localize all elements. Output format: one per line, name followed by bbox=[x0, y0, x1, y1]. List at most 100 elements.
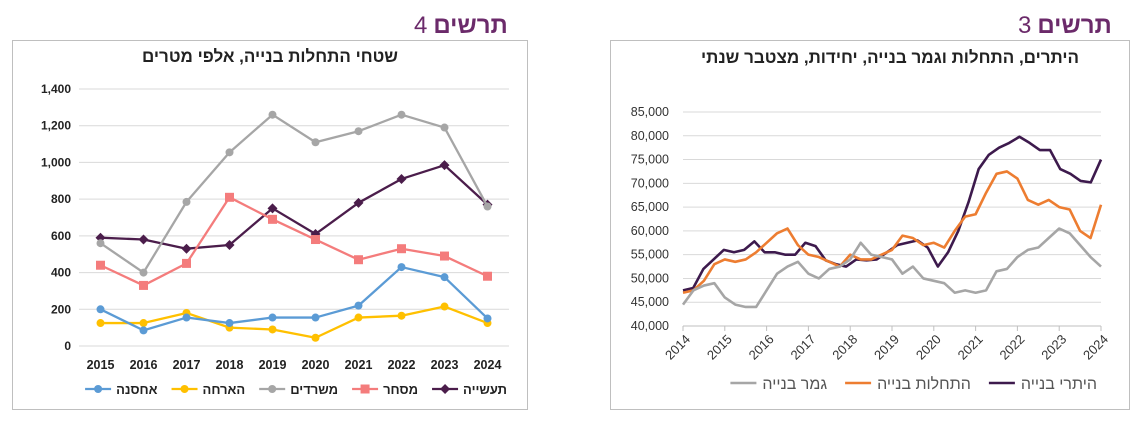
x-tick-label: 2022 bbox=[388, 358, 416, 372]
data-point bbox=[354, 255, 363, 265]
x-tick-label: 2018 bbox=[216, 358, 244, 372]
data-point bbox=[439, 160, 450, 171]
left-heading-word: תרשים bbox=[433, 12, 508, 39]
legend-label: תעשייה bbox=[463, 382, 507, 397]
data-point bbox=[354, 301, 363, 310]
legend-label: אחסנה bbox=[116, 382, 158, 397]
legend-marker bbox=[268, 385, 277, 393]
data-point bbox=[397, 311, 406, 320]
y-tick-label: 60,000 bbox=[631, 224, 669, 238]
data-point bbox=[182, 313, 191, 322]
x-tick-label: 2016 bbox=[746, 332, 777, 363]
x-tick-label: 2017 bbox=[173, 358, 201, 372]
data-point bbox=[311, 313, 320, 322]
data-point bbox=[225, 192, 234, 202]
data-point bbox=[311, 138, 320, 147]
x-tick-label: 2015 bbox=[704, 332, 735, 363]
y-tick-label: 70,000 bbox=[631, 176, 669, 190]
y-tick-label: 400 bbox=[51, 266, 71, 280]
legend-label: גמר בנייה bbox=[762, 376, 827, 393]
series-line bbox=[99, 265, 489, 332]
data-point bbox=[440, 273, 449, 282]
y-tick-label: 800 bbox=[51, 192, 71, 206]
data-point bbox=[182, 197, 191, 206]
x-tick-label: 2024 bbox=[474, 358, 502, 372]
x-tick-label: 2022 bbox=[996, 332, 1027, 363]
data-point bbox=[139, 268, 148, 277]
data-point bbox=[96, 319, 105, 328]
data-point bbox=[182, 258, 191, 268]
x-tick-label: 2015 bbox=[87, 358, 115, 372]
data-point bbox=[268, 214, 277, 224]
right-chart-title: היתרים, התחלות וגמר בנייה, יחידות, מצטבר… bbox=[701, 48, 1079, 67]
data-point bbox=[397, 244, 406, 254]
data-point bbox=[139, 280, 148, 290]
data-point bbox=[311, 333, 320, 342]
data-point bbox=[483, 314, 492, 323]
y-tick-label: 600 bbox=[51, 229, 71, 243]
series-line bbox=[100, 305, 488, 339]
left-chart-title: שטחי התחלות בנייה, אלפי מטרים bbox=[141, 47, 398, 66]
series-line bbox=[682, 170, 1103, 294]
data-point bbox=[397, 263, 406, 272]
left-heading-number: 4 bbox=[414, 12, 428, 39]
data-point bbox=[224, 240, 235, 251]
legend-label: משרדים bbox=[290, 382, 338, 397]
x-tick-label: 2018 bbox=[829, 332, 860, 363]
data-point bbox=[139, 326, 148, 335]
y-tick-label: 1,400 bbox=[41, 82, 71, 96]
y-tick-label: 85,000 bbox=[631, 105, 669, 119]
right-chart-heading: תרשים3 bbox=[1018, 12, 1112, 40]
left-chart-panel: שטחי התחלות בנייה, אלפי מטרים 0 200 400 600… bbox=[12, 40, 528, 410]
right-heading-number: 3 bbox=[1018, 12, 1032, 39]
y-tick-label: 55,000 bbox=[631, 248, 669, 262]
x-tick-label: 2020 bbox=[913, 332, 944, 363]
data-point bbox=[483, 202, 492, 211]
data-point bbox=[483, 271, 492, 281]
series-line bbox=[99, 113, 489, 274]
data-point bbox=[268, 110, 277, 119]
data-point bbox=[440, 123, 449, 132]
y-tick-label: 200 bbox=[51, 302, 71, 316]
series-line bbox=[681, 227, 1102, 309]
legend-marker bbox=[440, 384, 451, 394]
data-point bbox=[268, 325, 277, 334]
right-heading-word: תרשים bbox=[1037, 12, 1112, 39]
data-point bbox=[397, 110, 406, 119]
data-point bbox=[353, 197, 364, 208]
legend-label: הארחה bbox=[203, 382, 246, 397]
data-point bbox=[138, 234, 149, 245]
x-tick-label: 2024 bbox=[1080, 332, 1111, 363]
y-tick-label: 1,000 bbox=[41, 155, 71, 169]
data-point bbox=[311, 235, 320, 245]
left-chart-heading: תרשים4 bbox=[414, 12, 508, 40]
data-point bbox=[225, 319, 234, 328]
data-point bbox=[96, 305, 105, 314]
legend-label: התחלות בנייה bbox=[877, 375, 971, 393]
data-point bbox=[181, 243, 192, 254]
x-tick-label: 2023 bbox=[431, 358, 459, 372]
x-tick-label: 2017 bbox=[787, 332, 818, 363]
x-tick-label: 2019 bbox=[259, 358, 287, 372]
data-point bbox=[440, 251, 449, 261]
y-tick-label: 0 bbox=[64, 339, 71, 353]
data-point bbox=[396, 173, 407, 184]
x-tick-label: 2020 bbox=[302, 358, 330, 372]
y-tick-label: 50,000 bbox=[631, 271, 669, 285]
x-tick-label: 2021 bbox=[345, 358, 373, 372]
y-tick-label: 45,000 bbox=[631, 295, 669, 309]
series-line bbox=[100, 164, 489, 250]
data-point bbox=[267, 203, 278, 214]
data-point bbox=[268, 313, 277, 322]
data-point bbox=[354, 313, 363, 322]
data-point bbox=[225, 148, 234, 157]
data-point bbox=[139, 319, 148, 328]
y-tick-label: 1,200 bbox=[41, 119, 71, 133]
data-point bbox=[96, 260, 105, 270]
legend-marker bbox=[360, 384, 370, 394]
right-chart-panel: היתרים, התחלות וגמר בנייה, יחידות, מצטבר… bbox=[610, 40, 1130, 410]
x-tick-label: 2023 bbox=[1038, 332, 1069, 363]
legend-marker bbox=[180, 385, 189, 393]
legend-label: היתרי בנייה bbox=[1021, 376, 1097, 393]
series-line bbox=[100, 196, 488, 287]
